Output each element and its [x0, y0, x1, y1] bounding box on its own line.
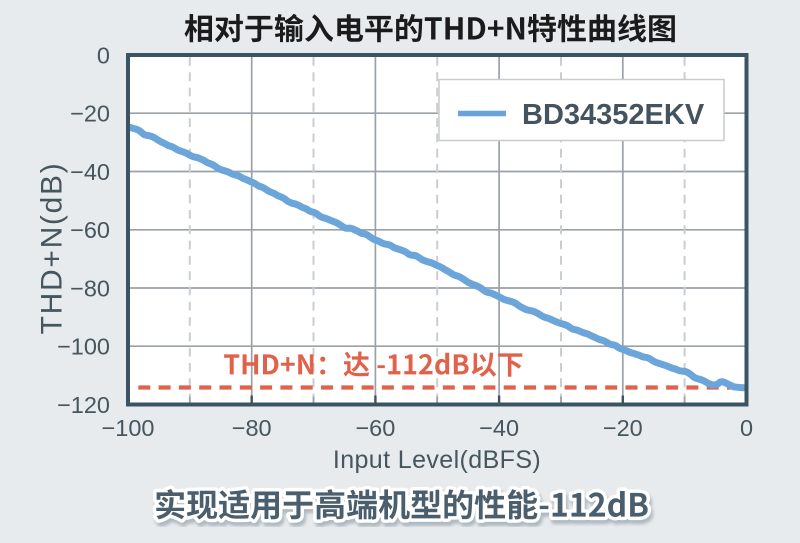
svg-text:−120: −120 [57, 392, 110, 418]
svg-text:0: 0 [740, 415, 753, 441]
svg-text:−100: −100 [57, 334, 110, 360]
svg-text:0: 0 [97, 42, 110, 68]
svg-text:Input Level(dBFS): Input Level(dBFS) [333, 446, 541, 474]
svg-text:THD+N(dB): THD+N(dB) [36, 162, 69, 335]
svg-text:−60: −60 [70, 217, 110, 243]
svg-text:−60: −60 [355, 415, 395, 441]
svg-text:−80: −80 [70, 275, 110, 301]
svg-text:−40: −40 [479, 415, 519, 441]
svg-text:−20: −20 [70, 101, 110, 127]
svg-text:−80: −80 [232, 415, 272, 441]
svg-text:−100: −100 [102, 415, 155, 441]
svg-text:−20: −20 [603, 415, 643, 441]
svg-text:BD34352EKV: BD34352EKV [522, 99, 705, 131]
svg-text:−40: −40 [70, 159, 110, 185]
